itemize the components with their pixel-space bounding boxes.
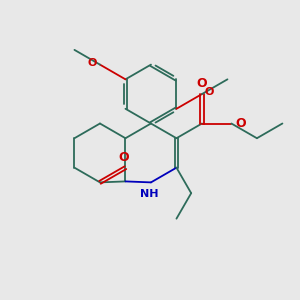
Text: O: O (235, 117, 246, 130)
Text: O: O (196, 77, 207, 90)
Text: NH: NH (140, 189, 158, 199)
Text: O: O (88, 58, 97, 68)
Text: O: O (118, 151, 129, 164)
Text: O: O (205, 87, 214, 97)
